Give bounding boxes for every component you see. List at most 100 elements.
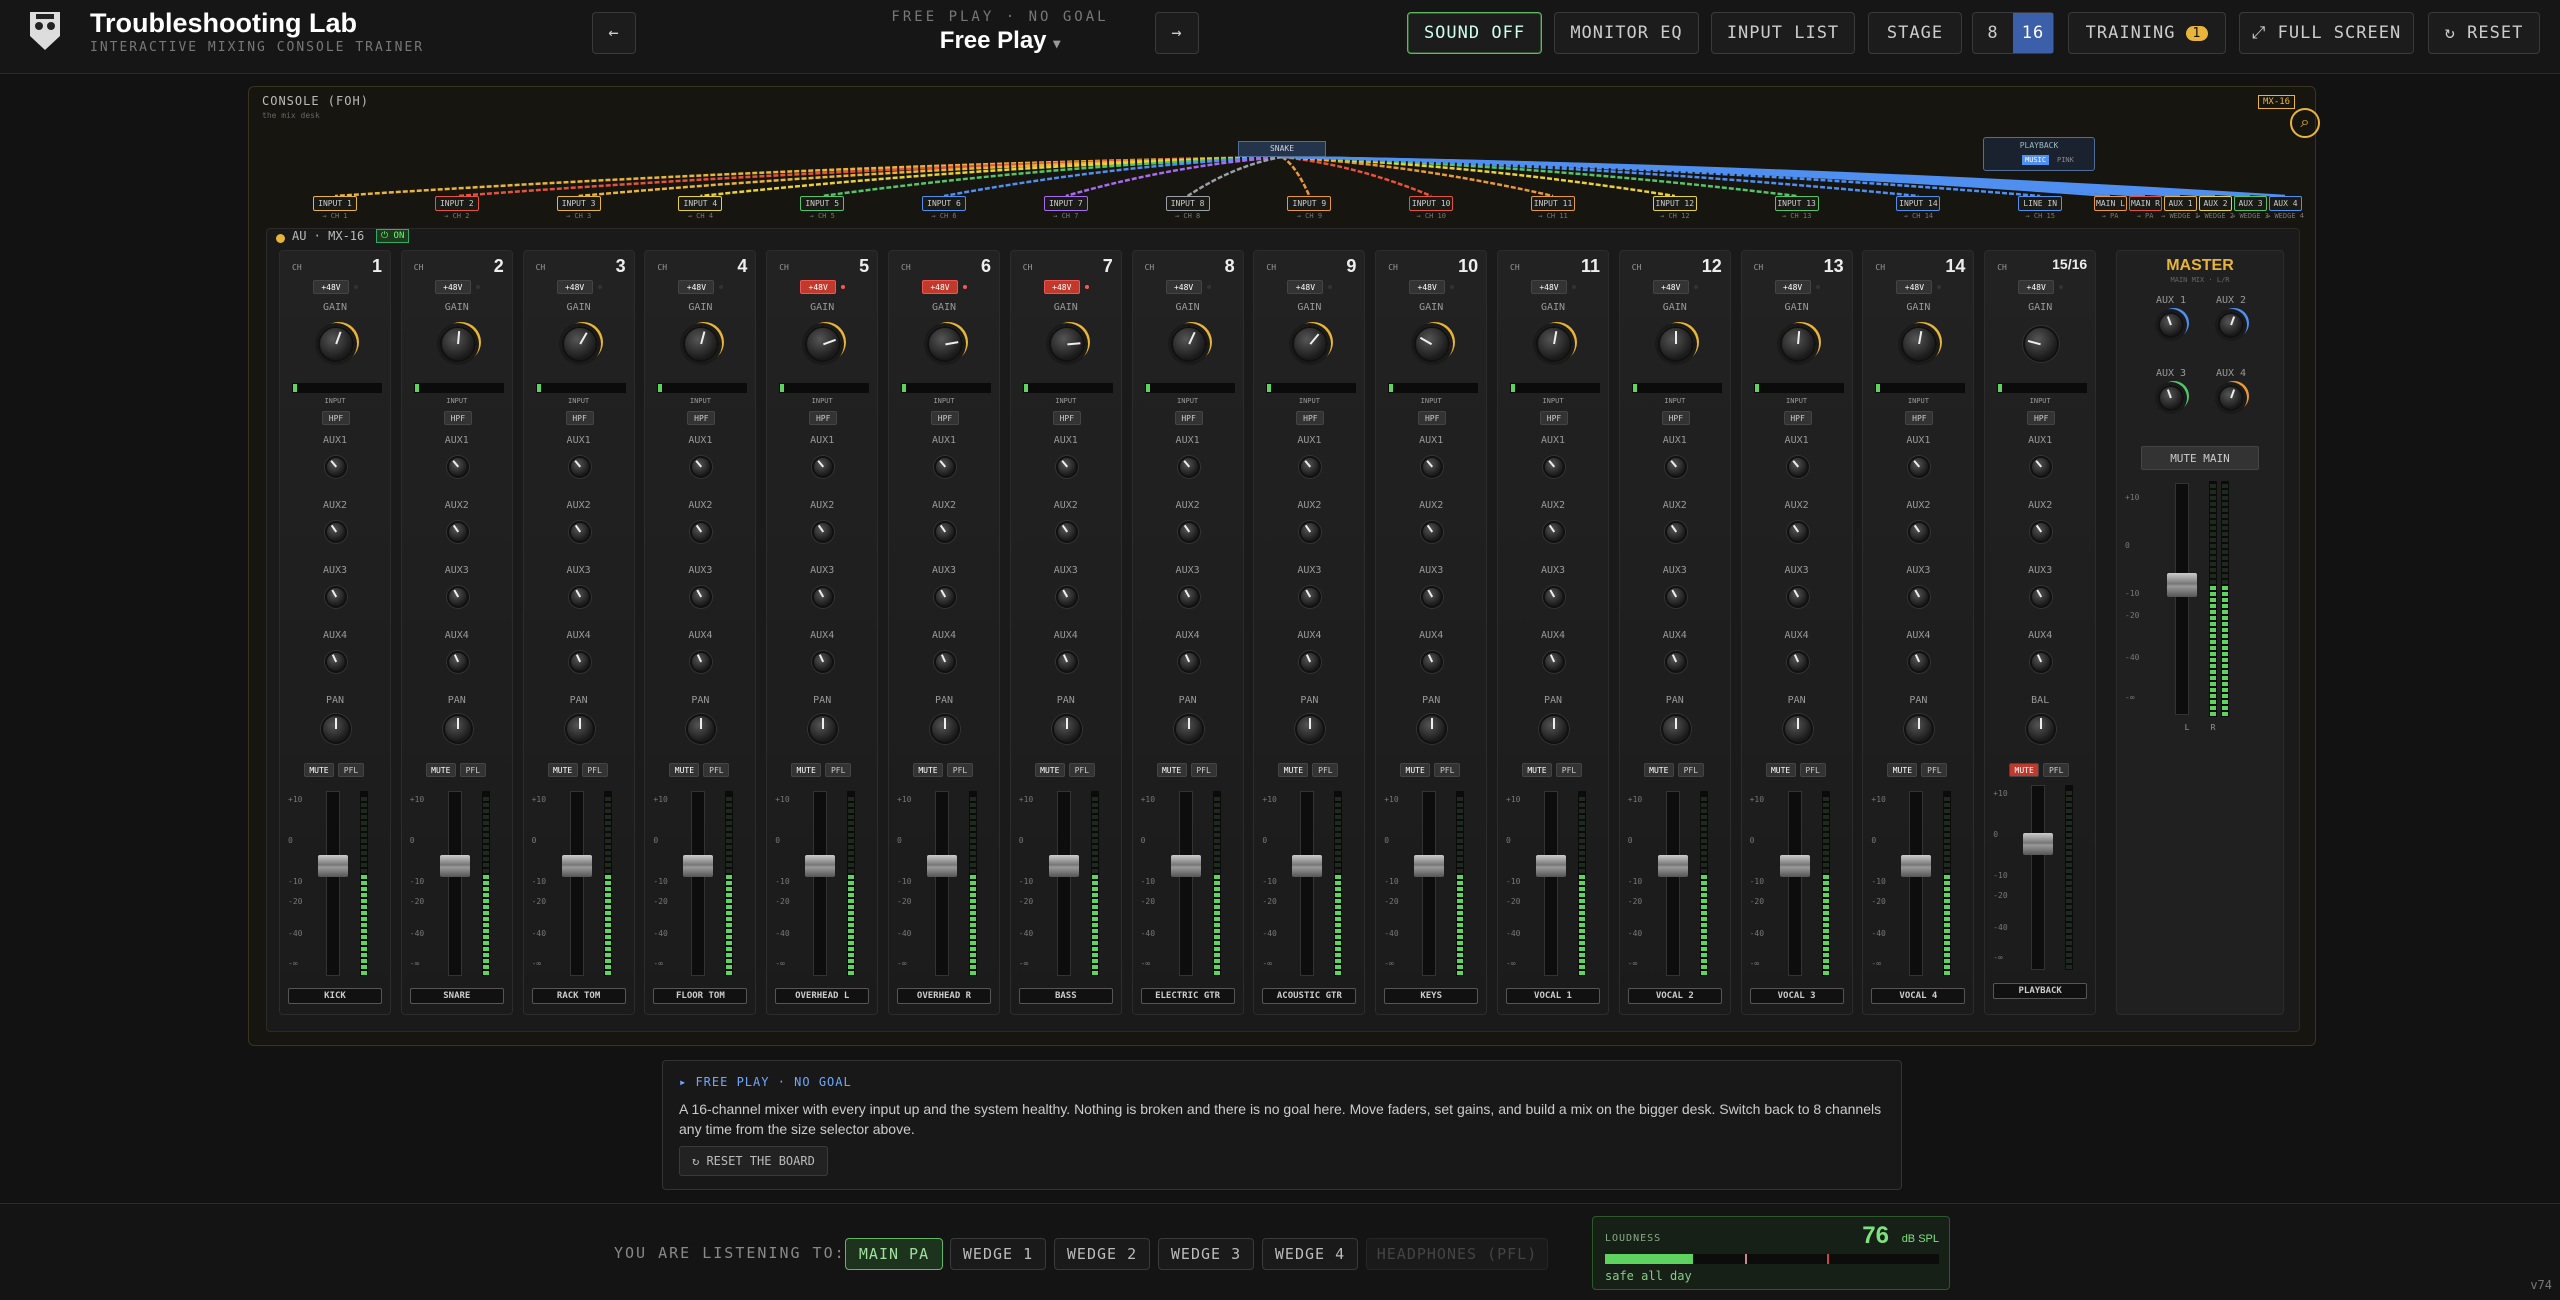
output-chip[interactable]: MAIN L [2094,196,2127,211]
fader-cap[interactable] [683,855,714,877]
knob[interactable] [1908,521,1931,543]
knob[interactable] [934,456,956,478]
fader-cap[interactable] [1292,855,1323,877]
input-chip[interactable]: INPUT 7 [1043,196,1088,211]
knob[interactable] [1299,651,1322,673]
knob[interactable] [2030,456,2053,478]
knob[interactable] [1048,326,1085,362]
knob[interactable] [1173,714,1204,744]
knob[interactable] [1904,714,1935,744]
knob[interactable] [1543,456,1565,478]
master-fader-cap[interactable] [2167,573,2197,597]
knob[interactable] [564,714,595,744]
input-chip[interactable]: INPUT 1 [313,196,357,211]
hpf-button[interactable]: HPF [565,411,594,425]
input-chip[interactable]: INPUT 13 [1774,196,1819,211]
hpf-button[interactable]: HPF [2027,411,2056,425]
pfl-button[interactable]: PFL [825,763,852,777]
phantom-button[interactable]: +48V [1287,280,1324,294]
knob[interactable] [1908,456,1931,478]
channel-name[interactable]: OVERHEAD R [897,988,991,1004]
knob[interactable] [2030,651,2053,673]
hpf-button[interactable]: HPF [809,411,838,425]
fader-cap[interactable] [1414,855,1445,877]
phantom-button[interactable]: +48V [1652,280,1689,294]
channel-name[interactable]: VOCAL 1 [1506,988,1600,1004]
knob[interactable] [325,521,347,543]
output-button[interactable]: WEDGE 1 [950,1238,1046,1270]
phantom-button[interactable]: +48V [556,280,593,294]
fader-cap[interactable] [805,855,836,877]
pfl-button[interactable]: PFL [947,763,973,777]
knob[interactable] [2026,714,2057,744]
next-button[interactable]: → [1155,12,1199,54]
knob[interactable] [1421,651,1444,673]
hpf-button[interactable]: HPF [687,411,716,425]
phantom-button[interactable]: +48V [313,280,349,294]
knob[interactable] [1786,456,1809,478]
knob[interactable] [1786,521,1809,543]
mute-button[interactable]: MUTE [2009,763,2040,777]
knob[interactable] [1055,521,1078,543]
size-option[interactable]: 8 [1987,23,1999,43]
knob[interactable] [2158,385,2184,411]
pfl-button[interactable]: PFL [1556,763,1582,777]
input-chip[interactable]: INPUT 2 [434,196,479,211]
knob[interactable] [1786,651,1809,673]
header-button[interactable]: INPUT LIST [1711,12,1855,54]
pfl-button[interactable]: PFL [1434,763,1461,777]
knob[interactable] [1543,586,1565,608]
knob[interactable] [321,714,351,744]
prev-button[interactable]: ← [592,12,636,54]
knob[interactable] [1539,714,1569,744]
knob[interactable] [1786,586,1809,608]
mute-button[interactable]: MUTE [913,763,943,777]
fader-cap[interactable] [1048,855,1079,877]
phantom-button[interactable]: +48V [1531,280,1567,294]
mute-button[interactable]: MUTE [1887,763,1918,777]
knob[interactable] [1417,714,1448,744]
channel-name[interactable]: VOCAL 3 [1749,988,1844,1004]
channel-name[interactable]: VOCAL 2 [1627,988,1722,1004]
knob[interactable] [1664,586,1687,608]
knob[interactable] [325,586,347,608]
knob[interactable] [1421,456,1444,478]
input-chip[interactable]: INPUT 8 [1165,196,1210,211]
knob[interactable] [568,586,591,608]
pfl-button[interactable]: PFL [2043,763,2070,777]
output-chip[interactable]: AUX 4 [2269,196,2302,211]
knob[interactable] [1055,651,1078,673]
hpf-button[interactable]: HPF [1418,411,1447,425]
knob[interactable] [686,714,717,744]
phantom-button[interactable]: +48V [1409,280,1446,294]
fullscreen-button[interactable]: ⤢ FULL SCREEN [2239,12,2414,54]
knob[interactable] [446,456,469,478]
knob[interactable] [808,714,839,744]
input-chip[interactable]: INPUT 14 [1896,196,1941,211]
knob[interactable] [1421,521,1444,543]
knob[interactable] [1543,521,1565,543]
input-chip[interactable]: INPUT 3 [556,196,601,211]
knob[interactable] [812,651,835,673]
channel-name[interactable]: SNARE [409,988,504,1004]
input-chip[interactable]: LINE IN [2018,196,2063,211]
knob[interactable] [446,586,469,608]
zoom-button[interactable]: ⌕ [2290,108,2320,138]
knob[interactable] [318,326,354,362]
channel-name[interactable]: RACK TOM [531,988,626,1004]
knob[interactable] [2218,312,2244,338]
mute-button[interactable]: MUTE [1034,763,1065,777]
pfl-button[interactable]: PFL [1677,763,1704,777]
channel-name[interactable]: BASS [1018,988,1113,1004]
pfl-button[interactable]: PFL [1921,763,1948,777]
phantom-button[interactable]: +48V [800,280,837,294]
hpf-button[interactable]: HPF [1661,411,1690,425]
phantom-button[interactable]: +48V [678,280,715,294]
hpf-button[interactable]: HPF [1052,411,1081,425]
knob[interactable] [1657,326,1694,362]
fader-cap[interactable] [318,855,348,877]
knob[interactable] [1299,456,1322,478]
phantom-button[interactable]: +48V [1043,280,1080,294]
hpf-button[interactable]: HPF [1296,411,1325,425]
header-button[interactable]: STAGE [1868,12,1962,54]
